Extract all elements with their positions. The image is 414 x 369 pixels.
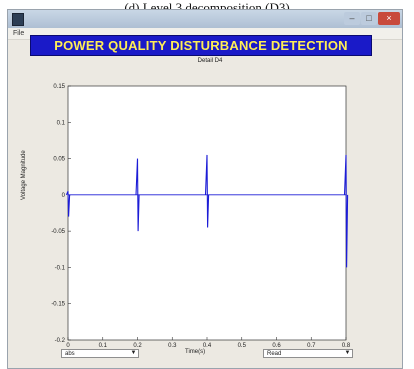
signal-series: [65, 154, 349, 268]
x-axis-ticks: 0 0.1 0.2 0.3 0.4 0.5 0.6 0.7 0.8: [66, 337, 351, 349]
x-tick-label: 0.8: [342, 343, 351, 349]
x-tick-label: 0.5: [238, 343, 247, 349]
x-tick-label: 0: [66, 343, 70, 349]
chevron-down-icon: ▼: [130, 350, 137, 356]
left-select-value: abs: [65, 351, 75, 357]
left-select[interactable]: abs ▼: [61, 349, 139, 358]
y-tick-label: 0: [62, 193, 66, 199]
app-banner: POWER QUALITY DISTURBANCE DETECTION: [30, 35, 372, 56]
right-select-value: Read: [267, 351, 282, 357]
signal-spike: [343, 154, 349, 268]
signal-spike: [204, 154, 210, 228]
x-tick-label: 0.6: [272, 343, 281, 349]
signal-spike: [135, 158, 140, 232]
x-tick-label: 0.4: [203, 343, 212, 349]
chevron-down-icon: ▼: [344, 350, 351, 356]
x-tick-label: 0.2: [133, 343, 142, 349]
maximize-button[interactable]: □: [361, 12, 377, 25]
x-axis-label: Time(s): [185, 349, 206, 355]
title-bar: – □ ×: [8, 10, 402, 28]
y-tick-label: 0.1: [57, 120, 66, 126]
y-tick-label: -0.1: [55, 265, 66, 271]
y-tick-label: -0.2: [55, 338, 66, 344]
menu-file[interactable]: File: [13, 30, 25, 37]
y-tick-label: -0.15: [51, 302, 65, 308]
y-tick-label: -0.05: [51, 229, 65, 235]
x-tick-label: 0.7: [307, 343, 316, 349]
app-icon: [12, 13, 24, 26]
plot-title: Detail D4: [197, 58, 223, 64]
minimize-button[interactable]: –: [344, 12, 360, 25]
right-select[interactable]: Read ▼: [263, 349, 353, 358]
y-tick-label: 0.15: [53, 84, 65, 90]
y-tick-label: 0.05: [53, 157, 65, 163]
x-tick-label: 0.1: [99, 343, 108, 349]
signal-spike: [65, 191, 71, 217]
close-button[interactable]: ×: [378, 12, 400, 25]
x-tick-label: 0.3: [168, 343, 177, 349]
y-axis-label: Voltage Magnitude: [21, 150, 27, 200]
y-axis-ticks: 0.15 0.1 0.05 0 -0.05 -0.1 -0.15 -0.2: [51, 84, 71, 344]
